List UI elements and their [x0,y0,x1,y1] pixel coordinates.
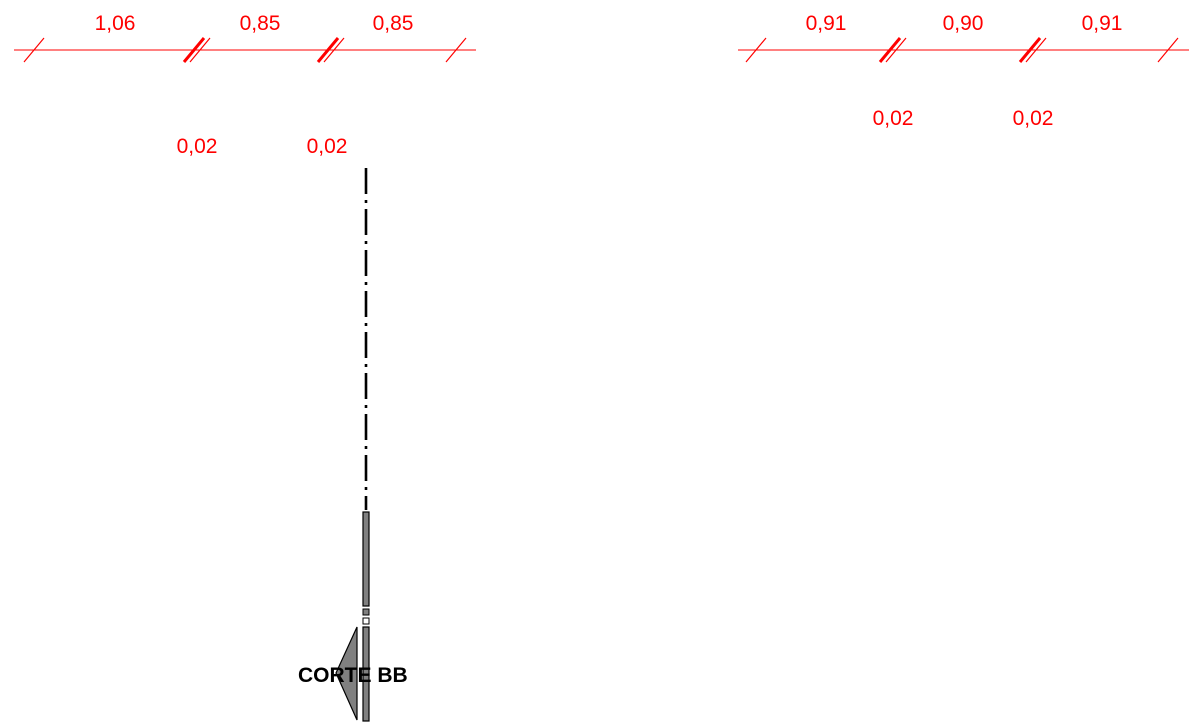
section-bar-lower [362,626,370,722]
left-tick-2b [323,37,345,63]
dim-left-2: 0,85 [240,12,281,35]
section-label: CORTE BB [298,664,408,687]
right-dimension-chain: 0,91 0,90 0,91 0,02 0,02 [738,12,1189,130]
right-tick-2b [1025,37,1047,63]
left-tick-1a [182,37,206,63]
left-tick-end [445,37,467,63]
section-bar-upper [362,511,370,607]
left-tick-start [23,37,45,63]
section-bar-node [362,617,370,625]
dim-left-1: 1,06 [95,12,136,35]
dim-right-gap-1: 0,02 [873,107,914,130]
dim-right-3: 0,91 [1082,12,1123,35]
left-tick-2a [316,37,340,63]
right-tick-end [1157,37,1179,63]
dim-left-3: 0,85 [373,12,414,35]
dim-left-gap-2: 0,02 [307,135,348,158]
dim-right-2: 0,90 [943,12,984,35]
section-direction-arrow [335,626,358,721]
dim-right-1: 0,91 [806,12,847,35]
dim-right-gap-2: 0,02 [1013,107,1054,130]
right-tick-1b [885,37,907,63]
section-cut-line [362,168,370,722]
dim-left-gap-1: 0,02 [177,135,218,158]
left-tick-1b [189,37,211,63]
right-tick-1a [878,37,902,63]
right-tick-2a [1018,37,1042,63]
left-dimension-chain: 1,06 0,85 0,85 0,02 0,02 [14,12,476,158]
section-bar-joint [362,608,370,616]
right-tick-start [745,37,767,63]
